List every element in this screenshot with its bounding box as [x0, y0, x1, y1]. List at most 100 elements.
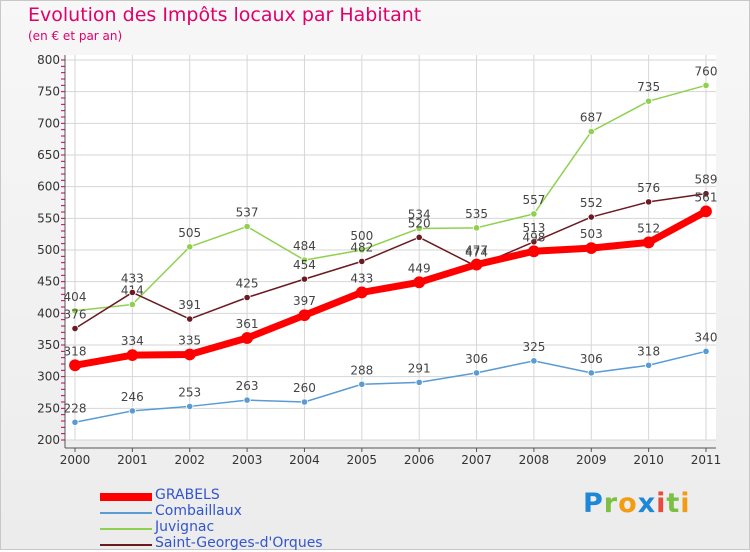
data-point: [69, 359, 81, 372]
data-point: [298, 309, 311, 322]
data-label: 253: [178, 385, 201, 399]
proxiti-logo: Proxiti: [583, 488, 691, 519]
data-point: [585, 242, 598, 255]
legend-label: Saint-Georges-d'Orques: [155, 535, 323, 551]
legend-swatch: [100, 493, 152, 501]
data-point: [702, 190, 710, 198]
x-tick-label: 2002: [174, 453, 205, 467]
data-label: 534: [408, 207, 431, 221]
x-tick-label: 2007: [461, 453, 492, 467]
x-tick-label: 2006: [404, 453, 435, 467]
data-point: [186, 402, 194, 411]
data-label: 291: [408, 361, 431, 375]
data-point: [530, 357, 538, 365]
data-label: 306: [580, 352, 603, 366]
y-tick-label: 400: [37, 306, 60, 320]
data-point: [71, 324, 79, 333]
data-label: 535: [465, 207, 488, 221]
data-label: 482: [350, 240, 373, 254]
data-label: 561: [695, 190, 718, 204]
data-label: 500: [350, 229, 373, 243]
data-label: 477: [465, 244, 488, 258]
x-tick-label: 2010: [633, 453, 664, 467]
x-tick-label: 2003: [232, 453, 263, 467]
data-label: 325: [522, 340, 545, 354]
series-line: [74, 84, 707, 312]
data-point: [645, 361, 653, 369]
data-point: [472, 369, 481, 377]
data-point: [470, 258, 483, 271]
data-label: 449: [408, 261, 431, 275]
data-point: [186, 315, 194, 323]
data-label: 288: [350, 363, 373, 377]
data-point: [300, 256, 309, 264]
y-tick-label: 650: [37, 148, 60, 162]
data-point: [645, 198, 653, 206]
data-point: [702, 347, 710, 355]
data-label: 735: [637, 80, 660, 94]
data-point: [243, 396, 251, 404]
data-label: 318: [637, 344, 660, 358]
y-tick-label: 300: [37, 370, 60, 384]
data-label: 391: [178, 298, 201, 312]
y-tick-label: 250: [37, 401, 60, 415]
data-point: [355, 286, 368, 299]
data-point: [128, 407, 136, 415]
data-label: 520: [408, 216, 431, 230]
data-label: 246: [121, 390, 144, 404]
data-label: 576: [637, 181, 660, 195]
data-label: 397: [293, 294, 316, 308]
data-label: 334: [121, 334, 144, 348]
data-point: [530, 210, 538, 218]
data-label: 306: [465, 352, 488, 366]
data-label: 433: [121, 271, 144, 285]
series-line: [74, 192, 707, 330]
legend-swatch: [100, 528, 152, 530]
data-point: [300, 275, 309, 283]
data-label: 589: [695, 173, 718, 187]
data-label: 335: [178, 334, 201, 348]
data-point: [528, 245, 540, 258]
x-tick-label: 2009: [576, 453, 607, 467]
data-label: 760: [695, 64, 718, 78]
data-point: [71, 307, 79, 315]
y-tick-label: 200: [37, 433, 60, 447]
data-label: 318: [64, 344, 87, 358]
y-tick-label: 800: [37, 53, 60, 67]
data-point: [243, 222, 251, 231]
data-label: 433: [350, 271, 373, 285]
y-tick-label: 500: [37, 243, 60, 257]
data-point: [128, 300, 136, 309]
data-label: 263: [236, 379, 259, 393]
x-tick-label: 2001: [117, 453, 148, 467]
data-label: 512: [637, 221, 660, 235]
data-point: [71, 418, 79, 426]
data-label: 260: [293, 381, 316, 395]
data-label: 361: [236, 317, 259, 331]
data-label: 537: [236, 206, 259, 220]
data-point: [358, 257, 366, 265]
x-tick-label: 2008: [519, 453, 550, 467]
data-point: [415, 233, 423, 241]
y-tick-label: 700: [37, 116, 60, 130]
data-label: 503: [580, 227, 603, 241]
legend-label: Combaillaux: [155, 503, 242, 519]
x-tick-label: 2004: [289, 453, 320, 467]
data-point: [645, 97, 653, 105]
data-point: [415, 378, 423, 386]
data-label: 404: [64, 290, 87, 304]
chart-subtitle: (en € et par an): [28, 29, 123, 43]
data-point: [413, 276, 426, 289]
data-point: [587, 213, 595, 221]
y-tick-label: 350: [37, 338, 60, 352]
data-point: [183, 348, 196, 361]
data-point: [358, 380, 366, 388]
data-point: [300, 398, 309, 406]
data-label: 498: [522, 230, 545, 244]
data-label: 687: [580, 111, 603, 125]
data-point: [415, 224, 423, 233]
data-point: [530, 238, 538, 246]
data-label: 484: [293, 239, 316, 253]
data-label: 228: [64, 401, 87, 415]
